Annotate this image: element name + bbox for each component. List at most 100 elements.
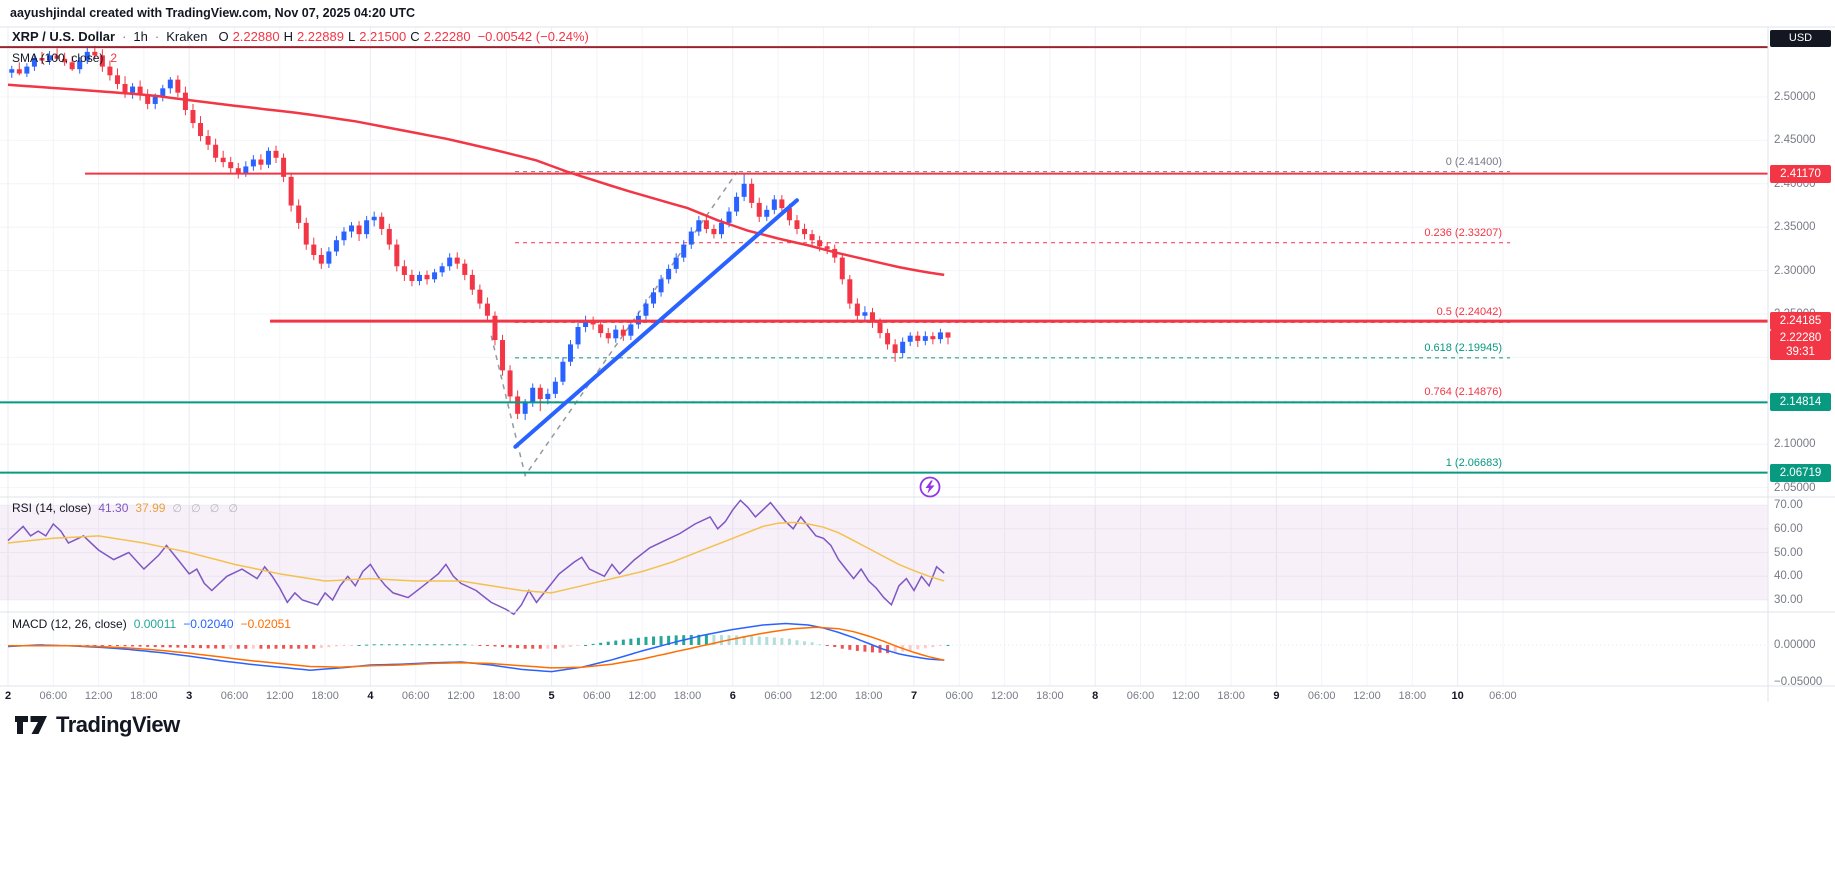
candle-body	[877, 322, 883, 334]
candle-body	[205, 136, 211, 145]
candle-body	[31, 57, 37, 67]
macd-histogram-bar	[674, 635, 678, 645]
candle-body	[333, 240, 339, 252]
macd-histogram-bar	[787, 638, 791, 645]
sma-legend[interactable]: SMA (100, close) 2	[12, 51, 117, 65]
macd-histogram-bar	[493, 645, 497, 647]
candle-body	[349, 225, 355, 232]
candle-body	[862, 312, 868, 316]
macd-histogram-bar	[342, 645, 346, 646]
candle-body	[575, 327, 581, 345]
macd-histogram-bar	[350, 645, 354, 646]
macd-histogram-bar	[282, 645, 286, 649]
candle-body	[371, 216, 377, 221]
macd-histogram-bar	[153, 645, 157, 648]
candle-body	[937, 332, 943, 340]
candle-body	[794, 220, 800, 229]
macd-histogram-bar	[719, 635, 723, 645]
zigzag-line[interactable]	[490, 171, 738, 478]
candle-body	[892, 344, 898, 354]
macd-histogram-bar	[863, 645, 867, 652]
macd-histogram-bar	[848, 645, 852, 650]
candle-body	[318, 254, 324, 264]
close-value: 2.22280	[423, 29, 471, 44]
lightning-icon[interactable]	[918, 475, 942, 499]
macd-histogram-bar	[810, 642, 814, 645]
symbol-legend[interactable]: XRP / U.S. Dollar · 1h · Kraken O 2.22880…	[12, 29, 589, 44]
candle-body	[688, 231, 694, 245]
candle-body	[779, 199, 785, 209]
candle-body	[771, 199, 777, 210]
rsi-legend[interactable]: RSI (14, close) 41.30 37.99 ∅ ∅ ∅ ∅	[12, 501, 241, 515]
price-chart-canvas[interactable]	[0, 0, 1835, 710]
high-value: 2.22889	[296, 29, 344, 44]
candle-body	[364, 220, 370, 235]
macd-histogram-bar	[485, 645, 489, 646]
candle-body	[915, 335, 921, 341]
change-value: −0.00542 (−0.24%)	[477, 29, 589, 44]
macd-histogram-bar	[161, 645, 165, 648]
candle-body	[847, 279, 853, 304]
candle-body	[500, 340, 506, 371]
candle-body	[190, 110, 196, 124]
sma-100-line[interactable]	[7, 83, 945, 277]
candle-body	[454, 257, 460, 264]
candle-body	[394, 244, 400, 267]
candle-body	[552, 381, 558, 394]
macd-histogram-bar	[191, 645, 195, 648]
candle-body	[69, 62, 75, 70]
rsi-band	[0, 505, 1768, 600]
candle-body	[84, 51, 90, 61]
macd-histogram-bar	[531, 645, 535, 649]
macd-histogram-bar	[795, 640, 799, 645]
candle-body	[802, 228, 808, 235]
open-value: 2.22880	[232, 29, 280, 44]
candle-body	[945, 332, 951, 338]
macd-histogram-bar	[146, 645, 150, 647]
macd-histogram-bar	[274, 645, 278, 649]
rsi-ma-line	[7, 521, 945, 594]
macd-histogram-bar	[825, 645, 829, 646]
macd-histogram-bar	[304, 645, 308, 649]
macd-histogram-bar	[365, 644, 369, 646]
candle-body	[99, 55, 105, 67]
candle-body	[288, 176, 294, 206]
macd-histogram-bar	[410, 644, 414, 646]
candle-body	[658, 279, 664, 293]
candle-body	[749, 183, 755, 203]
candle-body	[583, 320, 589, 328]
macd-legend[interactable]: MACD (12, 26, close) 0.00011 −0.02040 −0…	[12, 617, 291, 631]
macd-histogram-bar	[478, 645, 482, 646]
candle-body	[401, 266, 407, 275]
macd-histogram-bar	[750, 636, 754, 645]
macd-histogram-bar	[183, 645, 187, 648]
macd-histogram-bar	[757, 636, 761, 645]
candle-body	[711, 228, 717, 235]
macd-histogram-bar	[455, 644, 459, 646]
macd-histogram-bar	[402, 644, 406, 646]
candle-body	[160, 88, 166, 97]
macd-title: MACD (12, 26, close)	[12, 617, 127, 631]
macd-histogram-bar	[878, 645, 882, 653]
macd-histogram-bar	[689, 635, 693, 645]
candle-body	[522, 402, 528, 414]
macd-hist-value: 0.00011	[133, 617, 177, 631]
macd-histogram-bar	[772, 637, 776, 645]
trend-line[interactable]	[513, 198, 799, 449]
macd-histogram-bar	[395, 644, 399, 646]
macd-histogram-bar	[704, 634, 708, 645]
macd-histogram-bar	[168, 645, 172, 648]
candle-body	[130, 86, 136, 93]
candle-body	[62, 58, 68, 63]
candle-body	[386, 228, 392, 245]
candle-body	[92, 51, 98, 56]
macd-histogram-bar	[244, 645, 248, 649]
candle-body	[598, 324, 604, 334]
currency-badge[interactable]: USD	[1770, 30, 1831, 47]
macd-histogram-bar	[236, 645, 240, 649]
candle-body	[545, 393, 551, 400]
macd-histogram-bar	[297, 645, 301, 649]
tradingview-logo[interactable]: TradingView	[14, 712, 180, 738]
macd-histogram-bar	[568, 645, 572, 647]
candle-body	[281, 157, 287, 177]
